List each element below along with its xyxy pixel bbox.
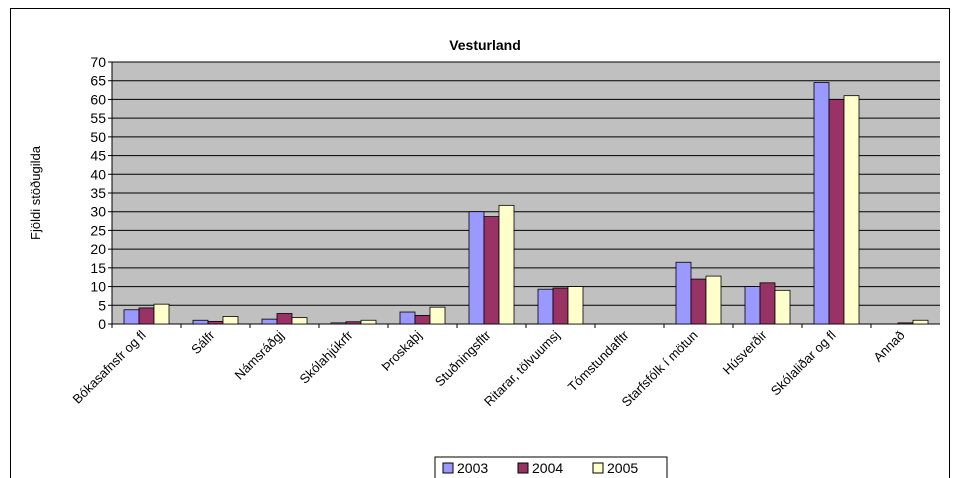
- y-tick-label: 0: [98, 316, 106, 332]
- y-tick-label: 5: [98, 297, 106, 313]
- bar: [345, 321, 362, 325]
- y-tick-label: 25: [90, 222, 106, 238]
- y-tick-label: 10: [90, 279, 106, 295]
- bar: [468, 211, 485, 325]
- y-tick-label: 15: [90, 260, 106, 276]
- bar: [483, 216, 500, 325]
- bar: [897, 322, 914, 325]
- bar: [399, 311, 416, 325]
- y-tick-label: 50: [90, 129, 106, 145]
- bar: [705, 275, 722, 325]
- legend-box: [434, 456, 668, 478]
- bar: [843, 95, 860, 325]
- bar: [744, 286, 761, 325]
- legend-swatch: [517, 462, 529, 474]
- legend-swatch: [592, 462, 604, 474]
- y-tick-label: 65: [90, 73, 106, 89]
- bar: [123, 309, 140, 325]
- y-tick-label: 60: [90, 91, 106, 107]
- bar: [552, 287, 569, 325]
- y-tick-label: 55: [90, 110, 106, 126]
- bar: [813, 82, 830, 325]
- y-tick-label: 20: [90, 241, 106, 257]
- y-tick-label: 30: [90, 204, 106, 220]
- bar: [567, 286, 584, 325]
- bar: [774, 289, 791, 325]
- bar: [360, 319, 377, 325]
- bar: [291, 317, 308, 325]
- y-tick-label: 45: [90, 148, 106, 164]
- legend-label: 2004: [532, 460, 563, 476]
- bar: [192, 319, 209, 325]
- bar: [759, 282, 776, 325]
- bar: [675, 261, 692, 325]
- bar: [207, 320, 224, 325]
- y-axis-label: Fjöldi stöðugilda: [28, 145, 43, 240]
- bar: [912, 319, 929, 325]
- y-tick-label: 40: [90, 166, 106, 182]
- y-tick-label: 70: [90, 54, 106, 70]
- legend-swatch: [442, 462, 454, 474]
- bar: [276, 313, 293, 325]
- bar: [690, 278, 707, 325]
- bar: [828, 99, 845, 325]
- bar: [429, 306, 446, 325]
- bar: [261, 318, 278, 325]
- bar: [222, 316, 239, 325]
- chart-title: Vesturland: [449, 37, 521, 53]
- y-tick-label: 35: [90, 185, 106, 201]
- legend-label: 2005: [607, 460, 638, 476]
- bar: [498, 204, 515, 325]
- bar: [330, 322, 347, 325]
- bar: [537, 288, 554, 325]
- bar: [138, 307, 155, 325]
- bar: [153, 303, 170, 325]
- legend-label: 2003: [457, 460, 488, 476]
- bar: [414, 314, 431, 325]
